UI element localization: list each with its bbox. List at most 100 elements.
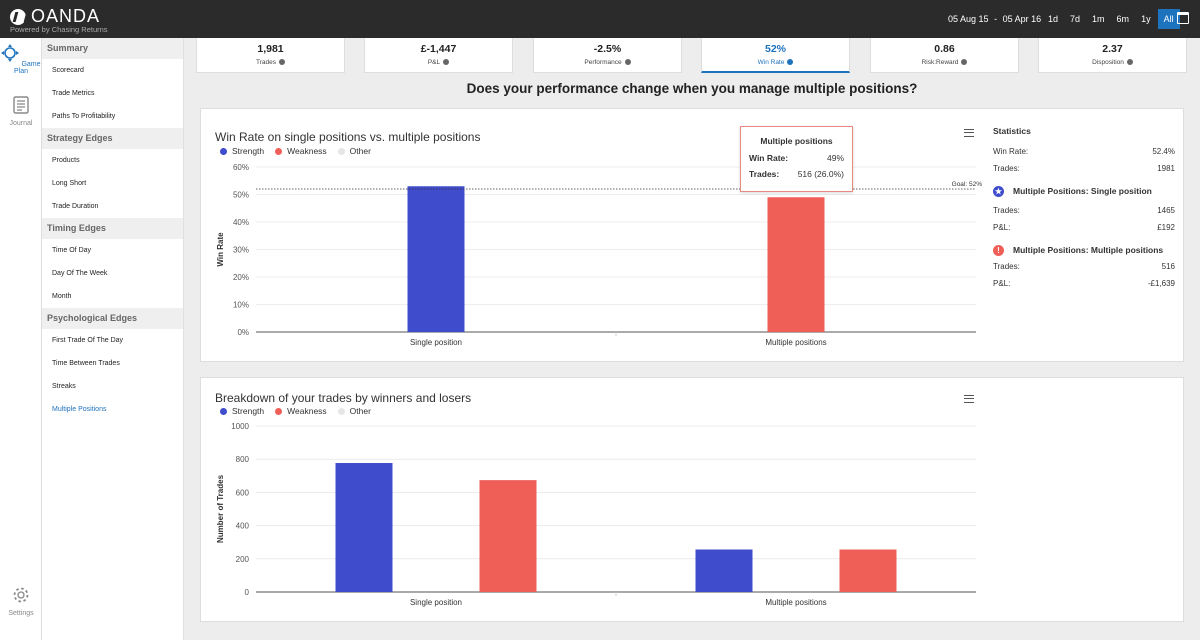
nav-game-plan[interactable]: Game Plan <box>0 44 42 75</box>
kpi-label: Trades <box>256 59 276 66</box>
kpi-value: 2.37 <box>1102 43 1123 55</box>
brand-tagline: Powered by Chasing Returns <box>10 25 108 34</box>
sidebar-item-trade-duration[interactable]: Trade Duration <box>52 203 99 210</box>
weakness-alert-icon: ! <box>993 245 1004 256</box>
info-icon[interactable] <box>443 59 450 66</box>
info-icon[interactable] <box>787 59 794 66</box>
sidebar-group-psychological-edges: Psychological Edges <box>42 308 183 329</box>
info-icon[interactable] <box>961 59 968 66</box>
legend-label: Strength <box>232 146 265 156</box>
bar-single-position <box>407 186 465 332</box>
sidebar-item-long-short[interactable]: Long Short <box>52 180 87 187</box>
stat-label: P&L: <box>993 279 1011 288</box>
date-range[interactable]: 05 Aug 15 - 05 Apr 16 <box>948 14 1041 24</box>
journal-icon <box>13 96 29 114</box>
bar-multiple-positions <box>767 197 825 332</box>
kpi-label: Risk:Reward <box>921 59 959 66</box>
y-tick-label: 60% <box>233 163 249 172</box>
legend-item-other[interactable]: Other <box>337 406 371 416</box>
chart-tooltip: Multiple positions Win Rate: 49% Trades: 5… <box>740 126 853 192</box>
legend-dot <box>220 147 227 155</box>
y-tick-label: 400 <box>236 522 250 531</box>
sidebar-item-streaks[interactable]: Streaks <box>52 383 76 390</box>
app-nav-rail: Game Plan Journal Settings <box>0 38 42 640</box>
stat-trades: 1981 <box>1157 164 1175 173</box>
period-button-1m[interactable]: 1m <box>1092 14 1105 24</box>
info-icon[interactable] <box>279 59 285 66</box>
info-icon[interactable] <box>624 59 631 66</box>
sidebar-item-first-trade-of-the-day[interactable]: First Trade Of The Day <box>52 337 124 344</box>
stat-single-trades: 1465 <box>1157 206 1175 215</box>
goal-label: Goal: 52% <box>952 181 983 188</box>
kpi-value: 0.86 <box>934 43 955 55</box>
bar-series-0-multiple-positions <box>695 549 753 592</box>
period-button-7d[interactable]: 7d <box>1070 14 1081 24</box>
chart-legend: Strength Weakness Other <box>220 406 382 416</box>
legend-dot <box>275 407 283 415</box>
brand-name: OANDA <box>31 6 101 26</box>
period-button-6m[interactable]: 6m <box>1116 14 1130 24</box>
sidebar-item-products[interactable]: Products <box>52 157 80 164</box>
sidebar-item-time-between-trades[interactable]: Time Between Trades <box>52 360 120 367</box>
nav-settings[interactable]: Settings <box>0 586 42 617</box>
chart-legend: Strength Weakness Other <box>220 146 382 156</box>
kpi-value: 1,981 <box>257 43 284 55</box>
chart-menu-icon[interactable] <box>964 395 974 403</box>
kpi-card-performance[interactable]: -2.5% Performance <box>533 38 682 73</box>
kpi-label: Win Rate <box>757 59 785 66</box>
tooltip-trades-value: 516 (26.0%) <box>797 169 844 179</box>
stat-group-title: Multiple Positions: Single position <box>1013 186 1152 196</box>
kpi-card-risk-reward[interactable]: 0.86 Risk:Reward <box>870 38 1019 73</box>
period-button-all[interactable]: All <box>1157 9 1180 29</box>
win-rate-panel: 0% 10% 20% 30% 40% 50% 60% Win Rate Single posit… <box>200 108 1184 362</box>
info-icon[interactable] <box>1126 59 1133 66</box>
kpi-card-disposition[interactable]: 2.37 Disposition <box>1038 38 1187 73</box>
nav-journal[interactable]: Journal <box>0 96 42 127</box>
stat-label: Trades: <box>993 206 1020 215</box>
stat-group-single: ★ Multiple Positions: Single position <box>993 185 1175 197</box>
legend-dot <box>275 147 283 155</box>
period-button-1d[interactable]: 1d <box>1048 14 1059 24</box>
sidebar-item-time-of-day[interactable]: Time Of Day <box>52 247 92 254</box>
stat-multiple-trades: 516 <box>1161 262 1175 271</box>
legend-dot <box>337 407 345 415</box>
section-sidebar: Summary Scorecard Trade Metrics Paths To… <box>42 38 184 640</box>
sidebar-item-multiple-positions[interactable]: Multiple Positions <box>52 406 107 413</box>
legend-label: Weakness <box>287 146 327 156</box>
calendar-icon[interactable] <box>1177 12 1189 24</box>
sidebar-item-scorecard[interactable]: Scorecard <box>52 67 84 74</box>
date-from: 05 Aug 15 <box>948 14 989 24</box>
legend-item-other[interactable]: Other <box>337 146 371 156</box>
chart-menu-icon[interactable] <box>964 129 974 137</box>
period-button-1y[interactable]: 1y <box>1141 14 1151 24</box>
legend-item-strength[interactable]: Strength <box>220 146 264 156</box>
stat-single-pl: £192 <box>1157 223 1175 232</box>
top-bar: OANDA Powered by Chasing Returns 05 Aug … <box>0 0 1200 38</box>
x-tick-label: Single position <box>410 598 462 607</box>
x-tick-label: Single position <box>410 338 462 347</box>
chart-title: Win Rate on single positions vs. multipl… <box>215 130 481 144</box>
legend-item-weakness[interactable]: Weakness <box>275 406 327 416</box>
oanda-logo-icon <box>10 8 26 25</box>
brand-logo[interactable]: OANDA <box>10 6 100 27</box>
sidebar-item-day-of-the-week[interactable]: Day Of The Week <box>52 270 108 277</box>
nav-journal-label: Journal <box>9 120 33 127</box>
kpi-card-pl[interactable]: £-1,447 P&L <box>364 38 513 73</box>
kpi-card-trades[interactable]: 1,981 Trades <box>196 38 345 73</box>
legend-dot <box>337 147 345 155</box>
sidebar-item-trade-metrics[interactable]: Trade Metrics <box>52 90 95 97</box>
kpi-card-win-rate[interactable]: 52% Win Rate <box>701 38 850 73</box>
kpi-value: £-1,447 <box>420 43 457 55</box>
chart-title: Breakdown of your trades by winners and … <box>215 391 472 405</box>
x-tick-label: Multiple positions <box>765 338 826 347</box>
date-to: 05 Apr 16 <box>1002 14 1042 24</box>
legend-item-strength[interactable]: Strength <box>220 406 264 416</box>
sidebar-item-paths-to-profitability[interactable]: Paths To Profitability <box>52 113 116 120</box>
y-tick-label: 0 <box>245 588 250 597</box>
sidebar-item-month[interactable]: Month <box>52 293 72 300</box>
legend-item-weakness[interactable]: Weakness <box>275 146 327 156</box>
tooltip-win-rate-label: Win Rate: <box>749 153 789 163</box>
kpi-label: Disposition <box>1092 59 1124 66</box>
y-tick-label: 0% <box>237 328 249 337</box>
nav-game-plan-label: Game Plan <box>13 61 41 75</box>
